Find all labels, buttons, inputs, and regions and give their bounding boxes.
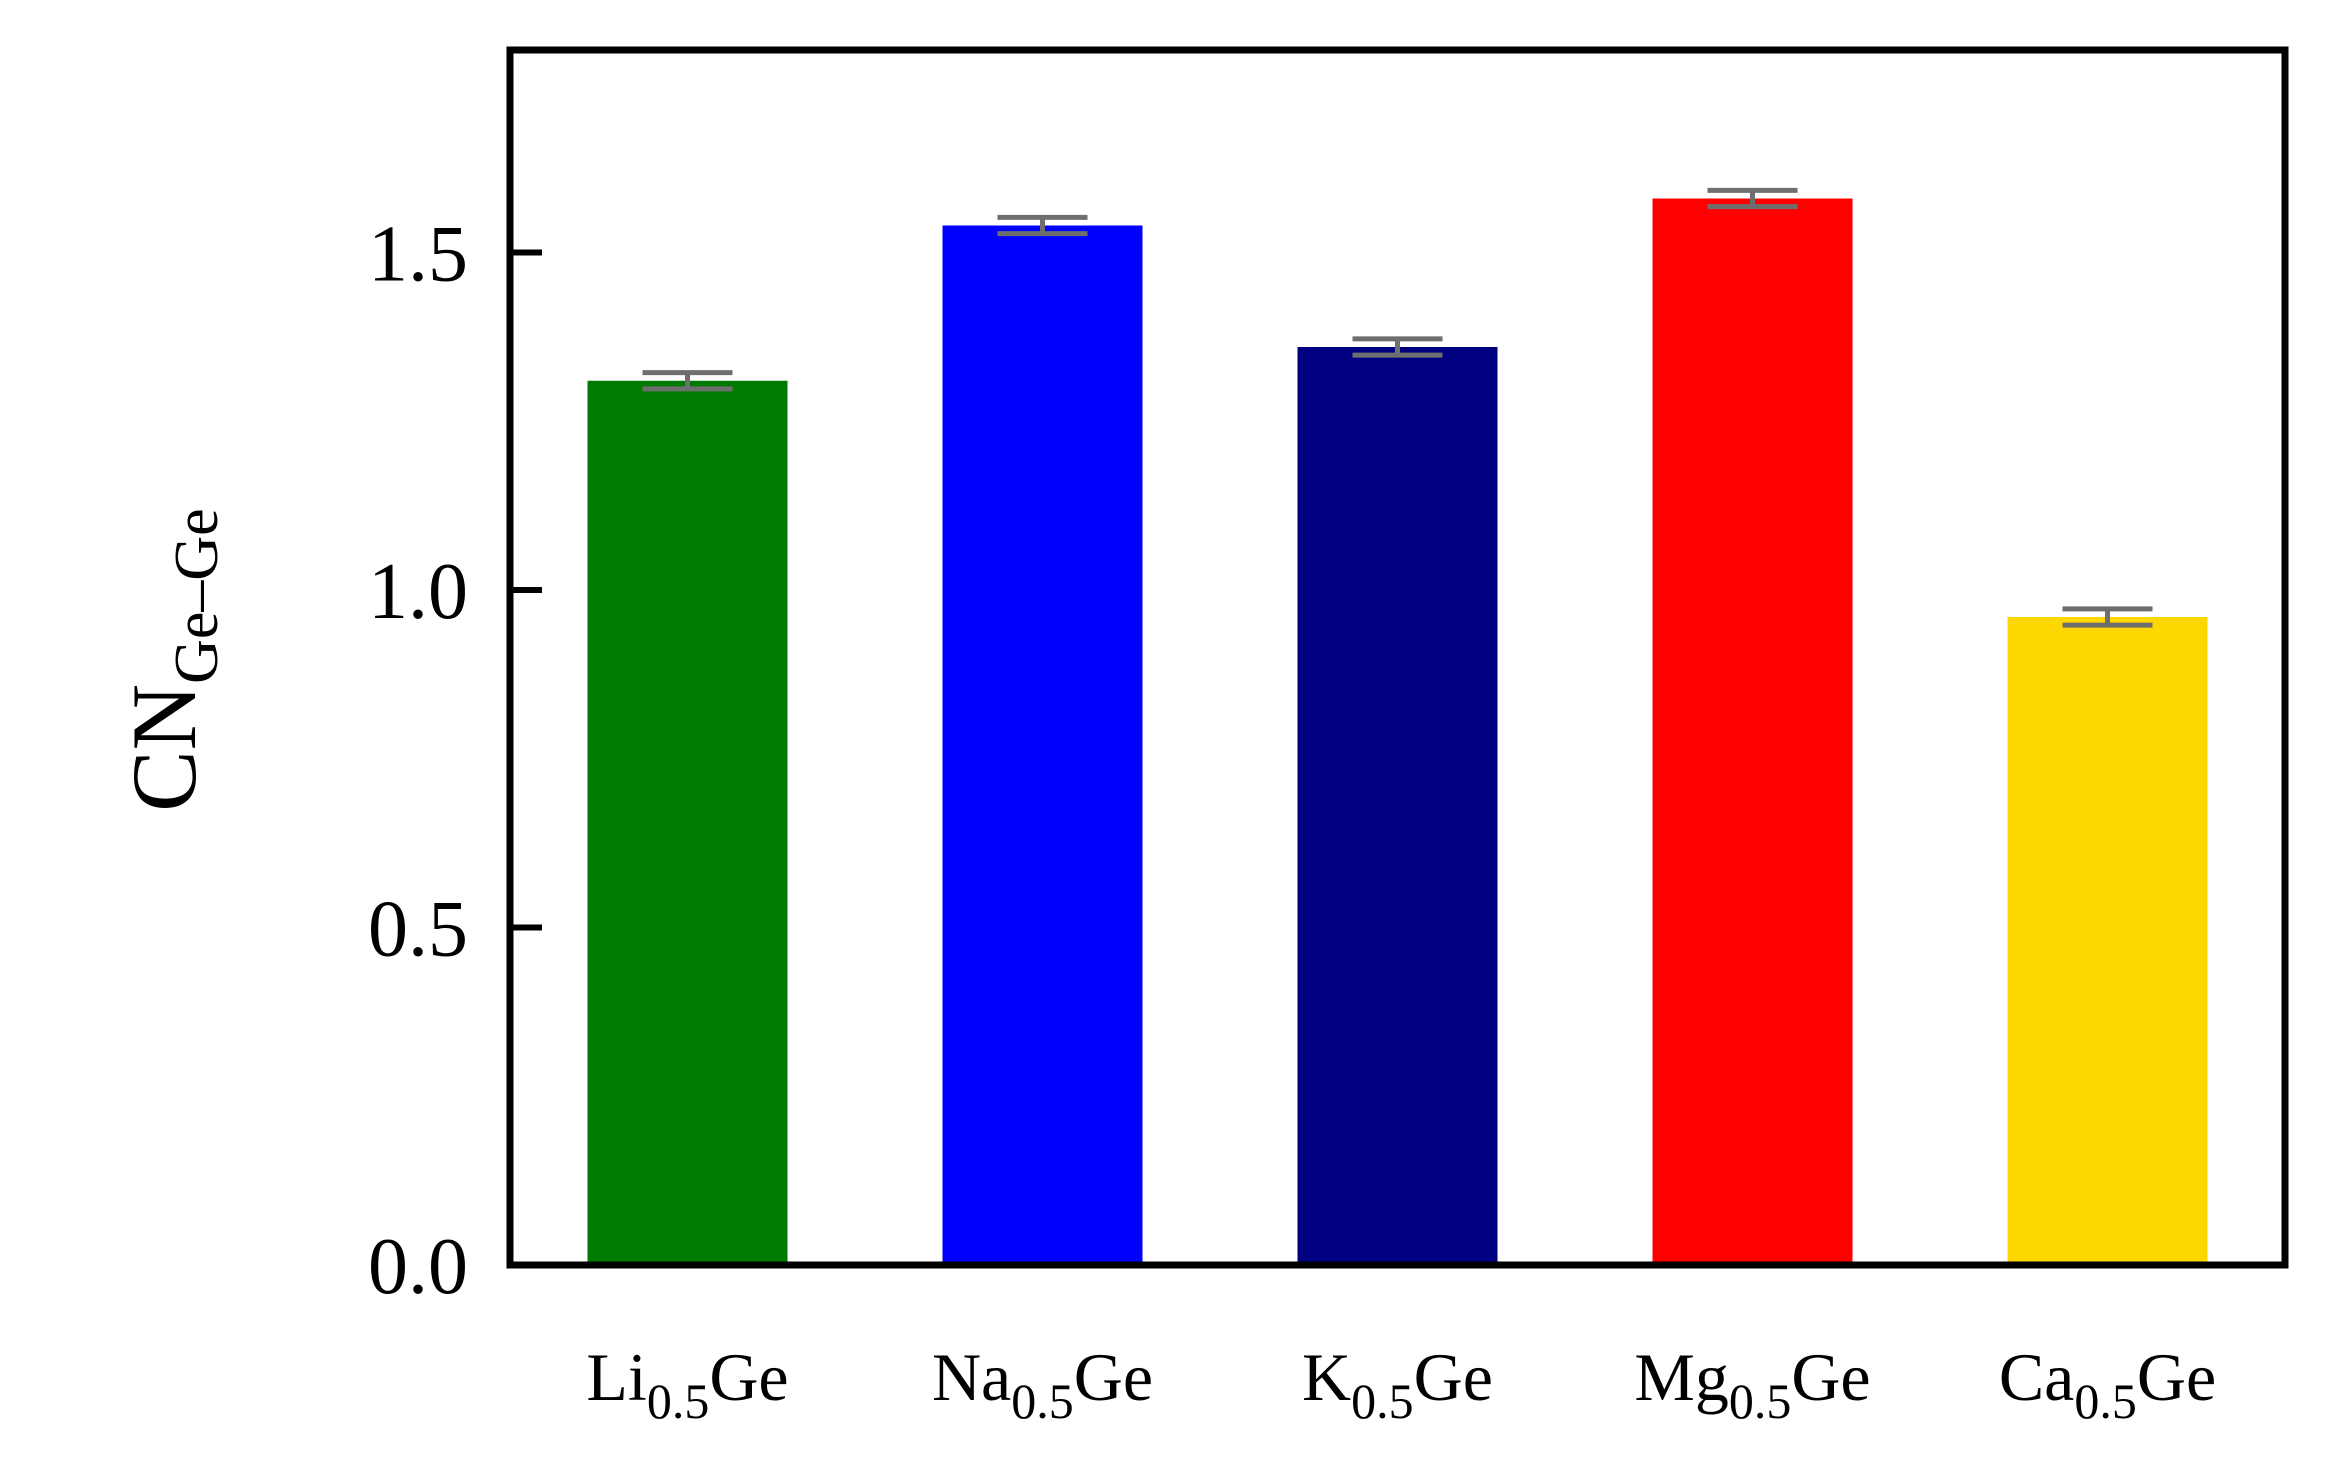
x-category-base: Li xyxy=(586,1339,646,1415)
x-category-base: Na xyxy=(932,1339,1011,1415)
bars-layer xyxy=(587,198,2208,1265)
error-bar xyxy=(642,370,733,392)
x-category-label: Li0.5Ge xyxy=(586,1339,788,1429)
x-category-base: K xyxy=(1302,1339,1351,1415)
x-category-subscript: 0.5 xyxy=(647,1373,710,1429)
y-tick-label: 0.5 xyxy=(368,886,468,974)
x-category-subscript: 0.5 xyxy=(1351,1373,1414,1429)
bar xyxy=(1297,347,1498,1265)
y-axis-label-subscript: Ge–Ge xyxy=(163,508,231,684)
error-bars-layer xyxy=(642,187,2153,628)
x-category-label: Mg0.5Ge xyxy=(1634,1339,1870,1429)
x-category-suffix: Ge xyxy=(1414,1339,1493,1415)
error-bar xyxy=(2062,606,2153,628)
error-bar xyxy=(1352,336,1443,358)
y-tick-label: 1.0 xyxy=(368,548,468,636)
bar xyxy=(587,380,788,1265)
error-bar xyxy=(1707,187,1798,210)
bar xyxy=(2007,617,2208,1265)
x-axis-labels: Li0.5Ge Na0.5Ge K0.5Ge Mg0.5Ge Ca0.5Ge xyxy=(586,1339,2216,1429)
x-category-subscript: 0.5 xyxy=(1729,1373,1792,1429)
x-category-suffix: Ge xyxy=(1791,1339,1870,1415)
error-bar xyxy=(997,214,1088,237)
bar xyxy=(942,225,1143,1265)
x-category-suffix: Ge xyxy=(2137,1339,2216,1415)
bar xyxy=(1652,198,1853,1265)
x-category-label: Na0.5Ge xyxy=(932,1339,1153,1429)
x-category-suffix: Ge xyxy=(709,1339,788,1415)
plot-frame xyxy=(506,46,2289,1269)
y-tick-label: 0.0 xyxy=(368,1223,468,1311)
y-axis-label: CNGe–Ge xyxy=(113,508,231,811)
x-category-base: Mg xyxy=(1634,1339,1728,1415)
x-category-base: Ca xyxy=(1999,1339,2075,1415)
x-category-label: Ca0.5Ge xyxy=(1999,1339,2216,1429)
y-axis: 0.0 0.5 1.0 1.5 xyxy=(368,211,542,1311)
y-tick-label: 1.5 xyxy=(368,211,468,299)
x-category-subscript: 0.5 xyxy=(1011,1373,1074,1429)
x-category-suffix: Ge xyxy=(1074,1339,1153,1415)
y-axis-label-main: CN xyxy=(113,684,215,812)
x-category-subscript: 0.5 xyxy=(2074,1373,2137,1429)
x-category-label: K0.5Ge xyxy=(1302,1339,1493,1429)
